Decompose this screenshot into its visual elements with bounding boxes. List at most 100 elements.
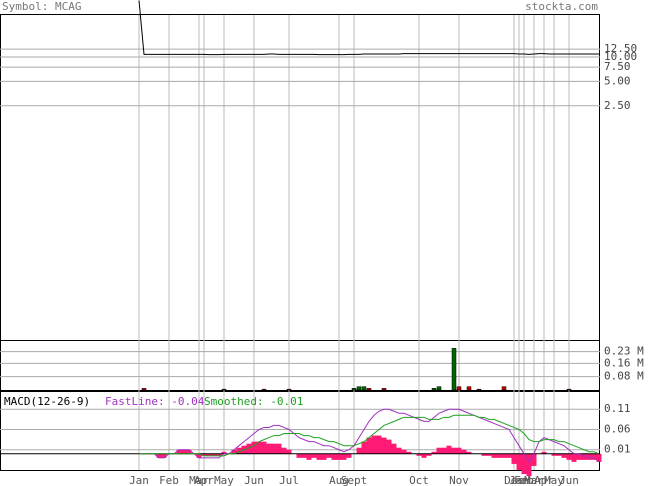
- macd-histogram-bar: [566, 453, 572, 460]
- macd-histogram-bar: [361, 441, 367, 454]
- macd-histogram-bar: [526, 453, 532, 477]
- macd-histogram-bar: [486, 453, 492, 456]
- macd-histogram-bar: [341, 453, 347, 460]
- macd-histogram-bar: [506, 453, 512, 458]
- y-tick-label: 2.50: [604, 99, 631, 112]
- macd-histogram-bar: [561, 453, 567, 458]
- macd-histogram-bar: [456, 447, 462, 454]
- macd-histogram-bar: [571, 453, 577, 462]
- macd-histogram-bar: [531, 453, 537, 466]
- macd-histogram-bar: [266, 443, 272, 454]
- macd-histogram-bar: [281, 447, 287, 454]
- macd-histogram-bar: [236, 447, 242, 454]
- macd-histogram-bar: [306, 453, 312, 460]
- x-tick-label: Mar: [524, 474, 544, 486]
- macd-histogram-bar: [421, 453, 427, 458]
- macd-histogram-bar: [206, 453, 212, 456]
- x-tick-label: May: [214, 474, 234, 486]
- y-tick-label: 0.16 M: [604, 356, 644, 369]
- macd-histogram-bar: [261, 441, 267, 454]
- macd-histogram-bar: [316, 453, 322, 460]
- x-tick-label: Feb: [159, 474, 179, 486]
- x-tick-label: Jun: [559, 474, 579, 486]
- volume-panel: [0, 340, 600, 391]
- macd-histogram-bar: [181, 449, 187, 454]
- macd-histogram-bar: [366, 437, 372, 454]
- macd-histogram-bar: [201, 453, 207, 456]
- volume-bar: [431, 388, 437, 391]
- macd-histogram-bar: [336, 453, 342, 460]
- x-tick-label: Jun: [244, 474, 264, 486]
- macd-histogram-bar: [216, 453, 222, 456]
- macd-histogram-bar: [376, 435, 382, 454]
- macd-histogram-bar: [576, 453, 582, 460]
- macd-histogram-bar: [521, 453, 527, 475]
- y-tick-label: 5.00: [604, 74, 631, 87]
- macd-histogram-bar: [256, 441, 262, 454]
- x-tick-label: Feb: [514, 474, 534, 486]
- volume-bar: [221, 388, 227, 391]
- macd-histogram-bar: [581, 453, 587, 460]
- macd-histogram-bar: [331, 453, 337, 460]
- volume-bar: [286, 388, 292, 391]
- volume-bar: [351, 388, 357, 391]
- macd-histogram-bar: [446, 445, 452, 454]
- macd-panel: [0, 391, 600, 471]
- macd-histogram-bar: [371, 435, 377, 454]
- macd-histogram-bar: [431, 451, 437, 454]
- legend-entry: FastLine: -0.04: [105, 395, 205, 408]
- macd-histogram-bar: [196, 453, 202, 458]
- volume-bar: [466, 386, 472, 391]
- macd-histogram-bar: [321, 453, 327, 460]
- macd-line: [139, 414, 600, 457]
- y-tick-label: 0.08 M: [604, 370, 644, 383]
- macd-histogram-bar: [211, 453, 217, 456]
- x-tick-label: Apr: [534, 474, 554, 486]
- x-tick-label: Jul: [279, 474, 299, 486]
- macd-histogram-bar: [381, 437, 387, 454]
- price-line: [138, 0, 599, 56]
- y-tick-label: 0.23 M: [604, 345, 644, 358]
- legend-entry: Smoothed: -0.01: [204, 395, 303, 408]
- macd-histogram-bar: [176, 449, 182, 454]
- symbol-title: Symbol: MCAG: [2, 0, 81, 13]
- macd-histogram-bar: [551, 453, 557, 456]
- macd-histogram-bar: [391, 443, 397, 454]
- macd-histogram-bar: [586, 453, 592, 460]
- macd-histogram-bar: [356, 447, 362, 454]
- macd-histogram-bar: [221, 451, 227, 454]
- macd-title: MACD(12-26-9): [4, 395, 90, 408]
- source: stockta.com: [525, 0, 598, 13]
- macd-histogram-bar: [346, 453, 352, 458]
- volume-bar: [261, 388, 267, 391]
- volume-bar: [366, 388, 372, 391]
- macd-histogram-bar: [451, 447, 457, 454]
- y-tick-label: 12.50: [604, 42, 637, 55]
- macd-histogram-bar: [591, 453, 597, 460]
- x-tick-label: Jan: [129, 474, 149, 486]
- macd-histogram-bar: [246, 443, 252, 454]
- volume-bar: [381, 388, 387, 391]
- macd-histogram-bar: [386, 439, 392, 454]
- macd-histogram-bar: [286, 449, 292, 454]
- volume-bar: [141, 388, 147, 391]
- x-tick-label: Jan: [509, 474, 529, 486]
- macd-histogram-bar: [516, 453, 522, 470]
- macd-histogram-bar: [511, 453, 517, 464]
- macd-histogram-bar: [501, 453, 507, 458]
- volume-bar: [451, 348, 457, 391]
- y-tick-label: 10.00: [604, 50, 637, 63]
- macd-histogram-bar: [461, 449, 467, 454]
- x-tick-label: Nov: [449, 474, 469, 486]
- macd-histogram-bar: [441, 447, 447, 454]
- macd-histogram-bar: [396, 447, 402, 454]
- macd-histogram-bar: [556, 453, 562, 456]
- x-tick-label: Dec: [504, 474, 524, 486]
- macd-histogram-bar: [436, 447, 442, 454]
- y-tick-label: 0.11: [604, 402, 631, 415]
- macd-histogram-bar: [596, 453, 602, 462]
- macd-histogram-bar: [276, 443, 282, 454]
- macd-histogram-bar: [541, 451, 547, 454]
